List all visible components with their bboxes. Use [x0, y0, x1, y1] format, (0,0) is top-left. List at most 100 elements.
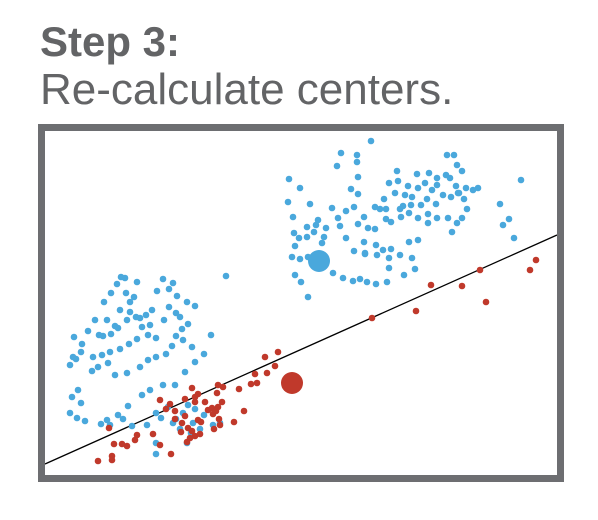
blue-data-point: [121, 274, 129, 282]
blue-data-point: [138, 391, 146, 399]
blue-data-point: [336, 222, 344, 230]
blue-data-point: [207, 331, 215, 339]
red-data-point: [188, 384, 196, 392]
red-data-point: [235, 385, 243, 393]
step-title: Step 3:: [40, 18, 181, 65]
blue-data-point: [433, 181, 441, 189]
red-data-point: [177, 428, 185, 436]
blue-data-point: [354, 190, 362, 198]
red-data-point: [263, 369, 271, 377]
blue-data-point: [162, 350, 170, 358]
blue-data-point: [360, 238, 368, 246]
blue-data-point: [382, 205, 390, 213]
red-data-point: [247, 380, 255, 388]
blue-data-point: [303, 233, 311, 241]
blue-data-point: [191, 405, 199, 413]
red-data-point: [133, 431, 141, 439]
blue-data-point: [318, 239, 326, 247]
red-data-point: [261, 353, 269, 361]
blue-data-point: [337, 149, 345, 157]
blue-data-point: [408, 193, 416, 201]
blue-data-point: [159, 275, 167, 283]
blue-data-point: [160, 316, 168, 324]
blue-data-point: [144, 331, 152, 339]
blue-data-point: [142, 311, 150, 319]
blue-data-point: [379, 246, 387, 254]
red-data-point: [201, 398, 209, 406]
blue-data-point: [433, 174, 441, 182]
blue-data-point: [432, 200, 440, 208]
blue-data-point: [171, 381, 179, 389]
blue-data-point: [184, 401, 192, 409]
blue-data-point: [77, 399, 85, 407]
blue-data-point: [136, 363, 144, 371]
blue-data-point: [133, 335, 141, 343]
blue-data-point: [349, 277, 357, 285]
blue-data-point: [173, 292, 181, 300]
blue-data-point: [448, 228, 456, 236]
blue-data-point: [143, 421, 151, 429]
blue-data-point: [446, 174, 454, 182]
blue-data-point: [116, 345, 124, 353]
blue-data-point: [328, 204, 336, 212]
blue-data-point: [295, 234, 303, 242]
blue-data-point: [169, 279, 177, 287]
blue-data-point: [66, 361, 74, 369]
blue-data-point: [304, 293, 312, 301]
blue-data-point: [184, 320, 192, 328]
blue-data-point: [423, 195, 431, 203]
blue-data-point: [103, 416, 111, 424]
blue-data-point: [393, 167, 401, 175]
red-data-point: [156, 441, 164, 449]
blue-data-point: [463, 205, 471, 213]
blue-data-point: [181, 368, 189, 376]
blue-data-point: [152, 409, 160, 417]
blue-data-point: [124, 402, 132, 410]
blue-data-point: [296, 184, 304, 192]
blue-data-point: [152, 334, 160, 342]
blue-data-point: [405, 209, 413, 217]
red-data-point: [105, 424, 113, 432]
blue-data-point: [342, 207, 350, 215]
red-data-point: [191, 432, 199, 440]
blue-data-point: [77, 348, 85, 356]
blue-data-point: [452, 182, 460, 190]
blue-data-point: [405, 238, 413, 246]
blue-data-point: [179, 336, 187, 344]
blue-data-point: [371, 203, 379, 211]
red-data-point: [156, 396, 164, 404]
red-data-point: [219, 383, 227, 391]
red-data-point: [482, 298, 490, 306]
blue-data-point: [394, 177, 402, 185]
red-data-point: [191, 393, 199, 401]
red-data-point: [181, 412, 189, 420]
blue-data-point: [505, 215, 513, 223]
blue-data-point: [425, 169, 433, 177]
red-data-point: [214, 381, 222, 389]
red-data-point: [218, 398, 226, 406]
blue-data-point: [443, 151, 451, 159]
blue-data-point: [460, 195, 468, 203]
blue-data-point: [290, 229, 298, 237]
blue-data-point: [417, 201, 425, 209]
red-data-point: [123, 442, 131, 450]
blue-data-point: [138, 323, 146, 331]
blue-data-point: [474, 184, 482, 192]
blue-data-point: [354, 173, 362, 181]
blue-data-point: [347, 185, 355, 193]
blue-data-point: [414, 184, 422, 192]
blue-data-point: [353, 158, 361, 166]
blue-data-point: [152, 450, 160, 458]
red-data-point: [230, 418, 238, 426]
blue-data-point: [116, 306, 124, 314]
blue-data-point: [428, 186, 436, 194]
blue-data-point: [74, 386, 82, 394]
step-subtitle: Re-calculate centers.: [40, 65, 454, 114]
blue-data-point: [107, 330, 115, 338]
red-data-point: [216, 421, 224, 429]
blue-data-point: [421, 179, 429, 187]
blue-data-point: [354, 220, 362, 228]
red-data-point: [186, 434, 194, 442]
red-data-point: [167, 450, 175, 458]
blue-data-point: [342, 234, 350, 242]
